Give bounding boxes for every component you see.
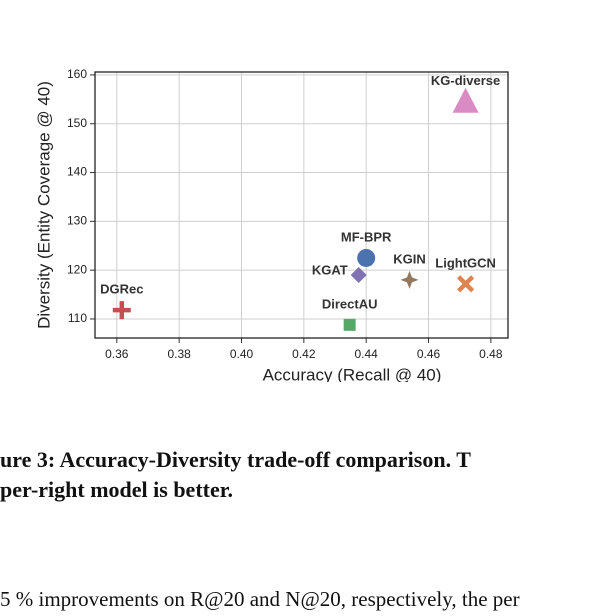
data-point [400, 270, 419, 289]
y-axis-label: Diversity (Entity Coverage @ 40) [34, 81, 53, 329]
y-tick-label: 150 [67, 116, 87, 130]
x-tick-label: 0.46 [417, 347, 441, 361]
data-point [452, 87, 479, 113]
x-axis-label: Accuracy (Recall @ 40) [263, 365, 442, 384]
x-tick-label: 0.48 [479, 347, 503, 361]
point-label: KGAT [312, 262, 348, 277]
x-tick-label: 0.40 [230, 347, 254, 361]
point-label: DirectAU [322, 296, 378, 311]
data-point [112, 301, 131, 320]
y-tick-label: 130 [67, 214, 87, 228]
point-label: MF-BPR [341, 229, 392, 244]
caption-line: per-right model is better. [0, 477, 233, 502]
y-tick-label: 140 [67, 165, 87, 179]
caption-line: ure 3: Accuracy-Diversity trade-off comp… [0, 447, 471, 472]
y-tick-label: 110 [68, 311, 87, 325]
point-label: DGRec [100, 282, 143, 297]
y-tick-label: 160 [67, 67, 87, 81]
point-label: LightGCN [435, 255, 496, 270]
plot-frame [94, 71, 509, 339]
x-tick-label: 0.42 [292, 347, 316, 361]
y-tick-label: 120 [67, 262, 87, 276]
data-point [350, 267, 367, 284]
x-tick-label: 0.38 [167, 347, 191, 361]
point-label: KGIN [393, 251, 426, 266]
data-point [457, 275, 475, 293]
x-tick-label: 0.44 [354, 347, 378, 361]
point-label: KG-diverse [431, 73, 500, 88]
x-tick-label: 0.36 [105, 347, 129, 361]
data-point [357, 248, 376, 267]
body-text: 5 % improvements on R@20 and N@20, respe… [0, 587, 520, 611]
data-point [343, 318, 356, 331]
chart: Accuracy (Recall @ 40) Diversity (Entity… [34, 67, 509, 384]
